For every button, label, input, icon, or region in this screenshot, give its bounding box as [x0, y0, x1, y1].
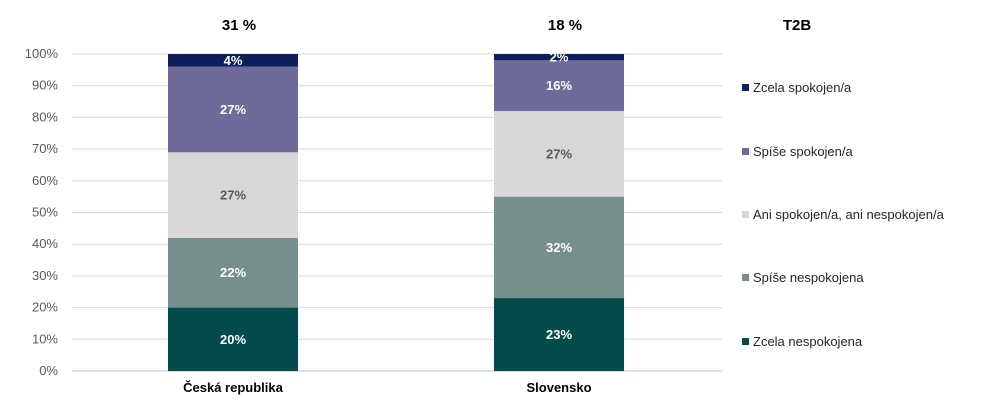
- data-labels: 20% 22% 27% 27% 4% 23% 32% 27% 16% 2%: [220, 50, 572, 347]
- bar-segment: [494, 196, 624, 299]
- legend-label: Spíše nespokojena: [753, 270, 864, 285]
- bar-segment: [494, 60, 624, 112]
- data-label: 2%: [550, 50, 569, 65]
- data-label: 27%: [546, 146, 572, 161]
- bar-segment: [494, 111, 624, 197]
- legend-swatch: [742, 274, 749, 281]
- bar-segment: [168, 237, 298, 308]
- data-label: 4%: [224, 53, 243, 68]
- x-axis-categories: Česká republika Slovensko: [183, 380, 591, 395]
- y-tick-label: 40%: [32, 236, 58, 251]
- data-label: 27%: [220, 102, 246, 117]
- bar-segment: [168, 307, 298, 371]
- y-tick-label: 10%: [32, 331, 58, 346]
- legend-swatch: [742, 84, 749, 91]
- t2b-header: T2B: [783, 17, 812, 34]
- y-tick-label: 70%: [32, 141, 58, 156]
- legend-label: Zcela nespokojena: [753, 334, 863, 349]
- y-tick-label: 20%: [32, 300, 58, 315]
- data-label: 23%: [546, 327, 572, 342]
- y-tick-label: 90%: [32, 78, 58, 93]
- data-label: 22%: [220, 265, 246, 280]
- bar-segment: [494, 54, 624, 61]
- y-tick-label: 50%: [32, 205, 58, 220]
- y-tick-label: 30%: [32, 268, 58, 283]
- y-axis-ticks: 0% 10% 20% 30% 40% 50% 60% 70% 80% 90% 100%: [25, 46, 59, 378]
- bar-segment: [494, 298, 624, 371]
- data-label: 27%: [220, 188, 246, 203]
- y-tick-label: 100%: [25, 46, 59, 61]
- legend: Zcela spokojen/a Spíše spokojen/a Ani spok…: [742, 80, 945, 349]
- y-tick-label: 0%: [39, 363, 58, 378]
- legend-swatch: [742, 211, 749, 218]
- data-label: 16%: [546, 78, 572, 93]
- legend-label: Ani spokojen/a, ani nespokojen/a: [753, 207, 945, 222]
- bars: [168, 54, 624, 371]
- t2b-value: 18 %: [548, 17, 582, 34]
- bar-segment: [168, 54, 298, 67]
- bar-segment: [168, 152, 298, 238]
- x-category-label: Česká republika: [183, 380, 283, 395]
- y-tick-label: 60%: [32, 173, 58, 188]
- legend-label: Spíše spokojen/a: [753, 144, 854, 159]
- x-category-label: Slovensko: [526, 380, 591, 395]
- legend-swatch: [742, 148, 749, 155]
- data-label: 32%: [546, 240, 572, 255]
- bar-segment: [168, 66, 298, 153]
- t2b-row: T2B 31 % 18 %: [222, 17, 811, 34]
- data-label: 20%: [220, 332, 246, 347]
- t2b-value: 31 %: [222, 17, 256, 34]
- legend-swatch: [742, 338, 749, 345]
- legend-label: Zcela spokojen/a: [753, 80, 852, 95]
- y-tick-label: 80%: [32, 109, 58, 124]
